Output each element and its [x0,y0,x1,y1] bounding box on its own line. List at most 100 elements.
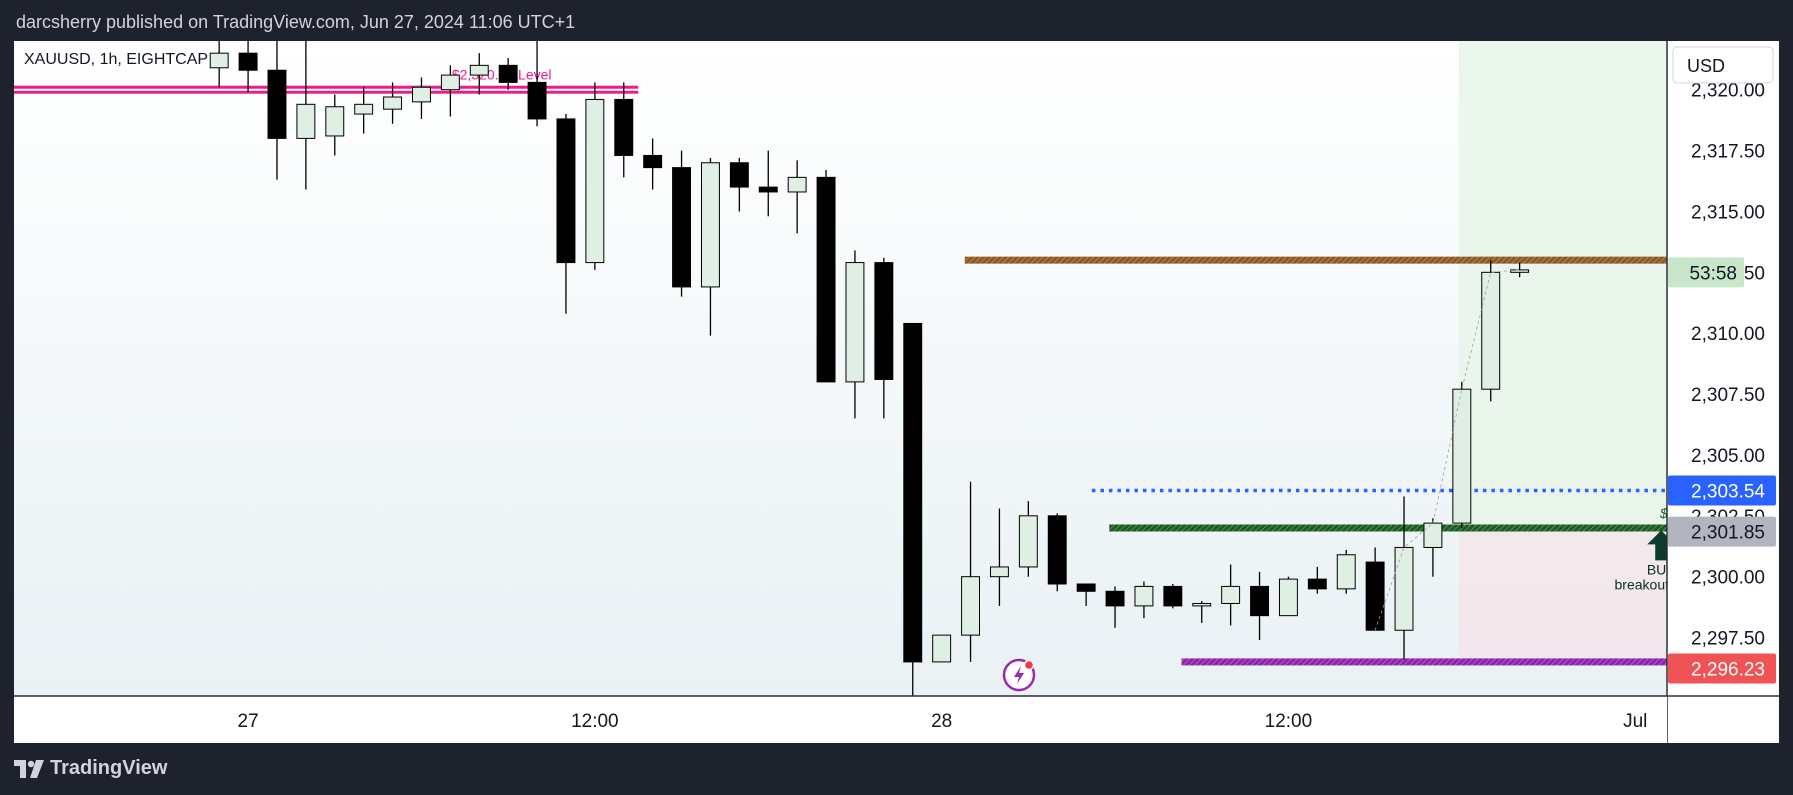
countdown-tag-text: 53:58 [1689,263,1737,284]
candle[interactable] [238,41,258,93]
candle-body [469,64,489,76]
candle[interactable] [758,150,778,217]
low-price-tag-text: 2,296.23 [1691,659,1765,680]
x-tick-label: 28 [931,711,952,732]
candle-body [672,167,692,288]
candle-body [1452,388,1472,524]
y-tick-label: 2,315.00 [1691,202,1765,223]
level-line-2[interactable] [1109,524,1793,532]
candle[interactable] [383,82,403,124]
current-price-tag-bg [1668,475,1776,506]
current-price-tag-text: 2,303.54 [1691,481,1765,502]
candle[interactable] [1452,381,1472,528]
candle[interactable] [932,634,952,663]
candle[interactable] [498,58,518,90]
candle[interactable] [672,150,692,297]
candle[interactable] [1221,564,1241,626]
candle[interactable] [903,322,923,696]
candle[interactable] [354,87,374,134]
candle[interactable] [469,53,489,95]
candle[interactable] [440,65,460,117]
chart-panel[interactable]: $2,320.00 Level$2,313.00 Level$2,302.00 … [14,41,1793,743]
candle[interactable] [1076,583,1096,606]
candle[interactable] [209,41,229,88]
candle[interactable] [412,77,431,119]
candle[interactable] [1163,583,1183,609]
chart-svg[interactable]: $2,320.00 Level$2,313.00 Level$2,302.00 … [14,41,1793,743]
candle-body [787,176,807,193]
candle[interactable] [729,157,749,212]
candle-body [1423,522,1443,548]
level-line-1[interactable] [964,256,1793,264]
candle[interactable] [614,82,634,178]
candle-body [527,81,547,120]
low-price-tag-bg [1668,653,1776,684]
candle[interactable] [527,41,547,127]
tradingview-brand[interactable]: TradingView [14,757,167,780]
candle-body [1510,269,1530,273]
candle[interactable] [1510,262,1530,278]
price-projection-line [1374,269,1520,631]
symbol-label: XAUUSD, 1h, EIGHTCAP [24,51,208,68]
candle-body [1134,585,1154,607]
candle[interactable] [1192,601,1212,623]
candle[interactable] [1134,581,1154,619]
candle[interactable] [1278,576,1298,617]
candle[interactable] [585,82,605,270]
candle-body [556,118,576,264]
candle-body [845,262,865,383]
x-tick-label: 12:00 [1265,711,1313,732]
x-tick-label: 12:00 [571,711,619,732]
candle[interactable] [1365,547,1385,631]
candle[interactable] [1307,566,1327,594]
candle[interactable] [845,250,865,419]
publisher-text: darcsherry published on TradingView.com,… [16,12,576,32]
price-axis[interactable] [1667,41,1779,743]
candle[interactable] [989,508,1009,606]
candle[interactable] [1336,549,1356,594]
candle[interactable] [556,114,576,314]
candle-body [614,98,634,156]
candle-body [961,576,981,636]
candle[interactable] [1394,496,1414,660]
current-price-tag[interactable]: 2,303.54 [1668,475,1776,506]
candle-body [354,103,374,115]
candle[interactable] [1018,501,1038,577]
currency-label: USD [1687,56,1725,76]
candle[interactable] [816,170,836,383]
candle[interactable] [787,160,807,234]
candle[interactable] [874,257,894,419]
countdown-tag[interactable]: 53:58 [1668,257,1744,288]
x-tick-label: 27 [238,711,259,732]
level-line-3[interactable] [1181,658,1793,666]
candle[interactable] [1481,260,1501,402]
candle-body [932,634,952,663]
candle[interactable] [267,41,287,180]
low-price-tag[interactable]: 2,296.23 [1668,653,1776,684]
candle[interactable] [643,138,663,190]
candle-body [1047,515,1067,585]
y-tick-label: 2,297.50 [1691,629,1765,650]
candle[interactable] [961,481,981,662]
candle[interactable] [325,94,345,156]
tradingview-logo-icon [14,759,44,778]
currency-button[interactable]: USD [1672,46,1774,84]
candle[interactable] [1423,518,1443,577]
candle-body [412,86,431,103]
candle-body [585,98,605,264]
candle-body [1336,554,1356,590]
level-hatch [1109,524,1793,532]
alert-icon-badge[interactable] [1002,658,1036,692]
time-axis[interactable] [14,696,1667,743]
countdown-tag-bg [1668,257,1744,288]
candle[interactable] [1105,586,1125,628]
candle[interactable] [1047,513,1067,592]
candle-body [440,74,460,91]
candle[interactable] [1250,571,1269,640]
close-price-tag[interactable]: 2,301.85 [1668,516,1776,547]
y-tick-label: 2,320.00 [1691,81,1765,102]
candle-body [383,96,403,110]
candle[interactable] [296,41,316,190]
candle[interactable] [700,157,720,336]
candle-body [1481,271,1501,390]
